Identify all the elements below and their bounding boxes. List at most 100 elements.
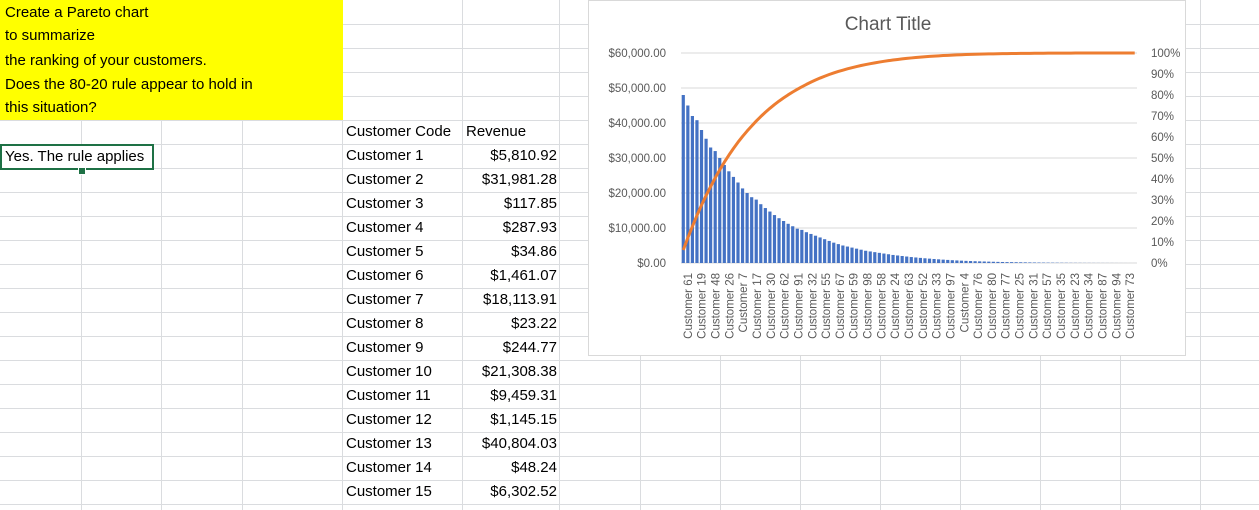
bar[interactable] [968, 261, 973, 263]
bar[interactable] [813, 235, 818, 263]
bar[interactable] [750, 197, 754, 263]
bar[interactable] [690, 116, 694, 263]
revenue-cell[interactable]: $18,113.91 [483, 291, 557, 308]
chart-title[interactable]: Chart Title [845, 14, 932, 35]
bar[interactable] [964, 260, 968, 263]
bar[interactable] [841, 245, 845, 264]
bar[interactable] [950, 260, 954, 263]
bar[interactable] [695, 120, 699, 263]
active-cell[interactable] [0, 144, 154, 170]
bar[interactable] [1019, 262, 1023, 263]
customer-code-cell[interactable]: Customer 8 [346, 315, 424, 332]
bar[interactable] [978, 261, 982, 263]
revenue-cell[interactable]: $23.22 [511, 315, 557, 332]
bar[interactable] [1028, 262, 1032, 263]
answer-text[interactable]: Yes. The rule applies [5, 148, 145, 165]
revenue-cell[interactable]: $6,302.52 [490, 483, 557, 500]
bar[interactable] [877, 252, 881, 263]
bar[interactable] [809, 233, 813, 263]
bar[interactable] [896, 255, 900, 263]
bar[interactable] [918, 257, 922, 263]
bar[interactable] [886, 254, 891, 263]
bar[interactable] [777, 218, 781, 263]
bar-series[interactable] [681, 95, 1137, 264]
bar[interactable] [699, 130, 704, 263]
bar[interactable] [709, 147, 713, 264]
revenue-cell[interactable]: $48.24 [511, 459, 557, 476]
customer-code-cell[interactable]: Customer 14 [346, 459, 432, 476]
customer-code-cell[interactable]: Customer 10 [346, 363, 432, 380]
bar[interactable] [704, 138, 708, 263]
bar[interactable] [740, 188, 745, 263]
bar[interactable] [759, 204, 763, 263]
bar[interactable] [868, 251, 872, 263]
bar[interactable] [864, 250, 868, 263]
customer-code-cell[interactable]: Customer 12 [346, 411, 432, 428]
bar[interactable] [937, 259, 941, 263]
customer-code-cell[interactable]: Customer 1 [346, 147, 424, 164]
bar[interactable] [1032, 262, 1036, 263]
bar[interactable] [1023, 262, 1027, 263]
bar[interactable] [923, 258, 927, 263]
bar[interactable] [909, 257, 913, 263]
bar[interactable] [996, 261, 1000, 263]
bar[interactable] [736, 182, 740, 264]
customer-code-cell[interactable]: Customer 4 [346, 219, 424, 236]
bar[interactable] [731, 176, 736, 263]
bar[interactable] [823, 239, 827, 263]
revenue-cell[interactable]: $1,145.15 [490, 411, 557, 428]
bar[interactable] [900, 256, 904, 263]
bar[interactable] [804, 232, 808, 263]
revenue-cell[interactable]: $31,981.28 [481, 171, 557, 188]
bar[interactable] [991, 261, 995, 263]
bar[interactable] [955, 260, 959, 263]
cumulative-line-series[interactable] [681, 51, 1135, 251]
bar[interactable] [800, 229, 804, 263]
revenue-cell[interactable]: $244.77 [502, 339, 557, 356]
revenue-cell[interactable]: $5,810.92 [490, 147, 557, 164]
revenue-cell[interactable]: $1,461.07 [490, 267, 557, 284]
bar[interactable] [782, 221, 786, 263]
fill-handle[interactable] [78, 167, 86, 175]
bar[interactable] [914, 257, 918, 263]
customer-code-cell[interactable]: Customer 5 [346, 243, 424, 260]
customer-code-cell[interactable]: Customer 15 [346, 483, 432, 500]
bar[interactable] [763, 208, 767, 263]
bar[interactable] [827, 240, 831, 263]
bar[interactable] [927, 258, 932, 264]
customer-code-cell[interactable]: Customer 2 [346, 171, 424, 188]
bar[interactable] [932, 258, 936, 263]
customer-code-cell[interactable]: Customer 11 [346, 387, 431, 404]
bar[interactable] [905, 256, 909, 263]
bar[interactable] [941, 259, 945, 263]
bar[interactable] [850, 247, 854, 263]
bar[interactable] [795, 228, 799, 263]
bar[interactable] [859, 249, 863, 263]
customer-code-cell[interactable]: Customer 9 [346, 339, 424, 356]
bar[interactable] [786, 223, 790, 263]
header-customer-code[interactable]: Customer Code [346, 123, 452, 140]
bar[interactable] [891, 254, 895, 263]
bar[interactable] [768, 211, 772, 263]
revenue-cell[interactable]: $40,804.03 [481, 435, 557, 452]
bar[interactable] [854, 248, 859, 263]
bar[interactable] [832, 242, 836, 263]
bar[interactable] [982, 261, 986, 264]
bar[interactable] [1014, 262, 1018, 263]
bar[interactable] [818, 237, 822, 263]
bar[interactable] [754, 199, 758, 263]
bar[interactable] [882, 253, 886, 263]
bar[interactable] [681, 95, 685, 263]
bar[interactable] [713, 151, 717, 263]
bar[interactable] [1005, 262, 1009, 263]
bar[interactable] [1010, 262, 1014, 263]
bar[interactable] [946, 259, 950, 263]
bar[interactable] [718, 158, 722, 263]
customer-code-cell[interactable]: Customer 3 [346, 195, 424, 212]
customer-code-cell[interactable]: Customer 13 [346, 435, 432, 452]
bar[interactable] [686, 105, 690, 264]
header-revenue[interactable]: Revenue [466, 123, 527, 140]
customer-code-cell[interactable]: Customer 6 [346, 267, 424, 284]
bar[interactable] [959, 260, 964, 263]
